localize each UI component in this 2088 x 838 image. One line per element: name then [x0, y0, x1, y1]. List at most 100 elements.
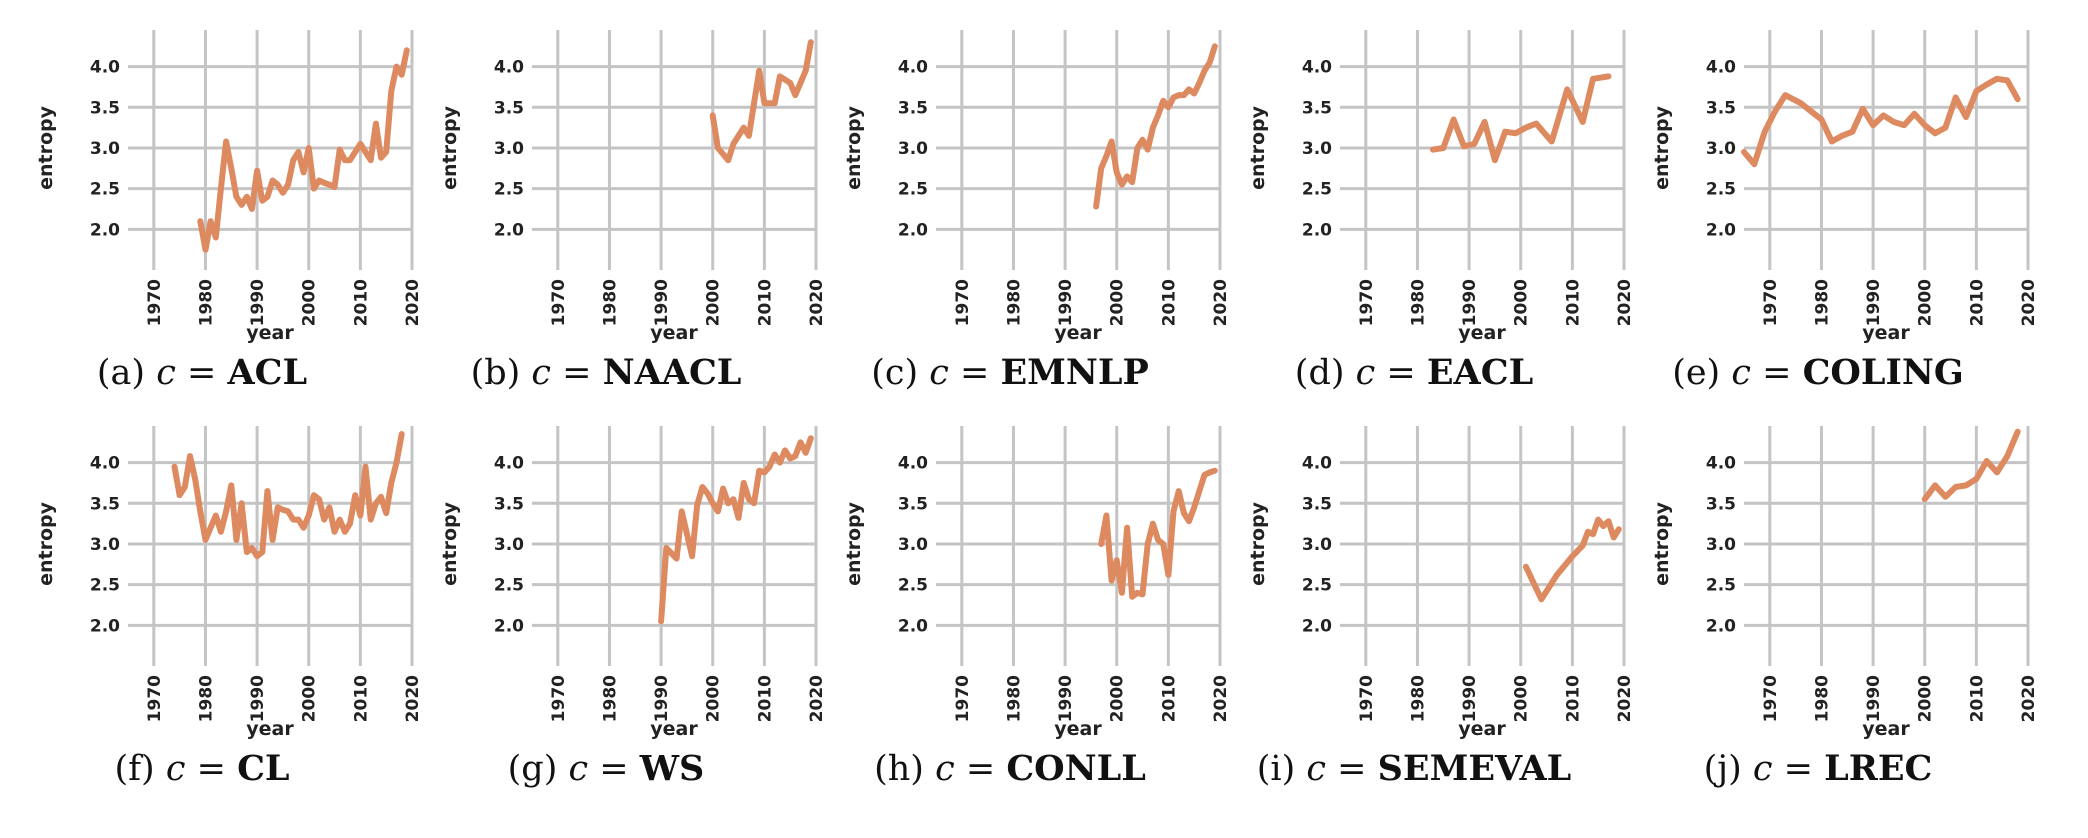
- x-axis-label: year: [1862, 322, 1910, 344]
- y-tick-label: 2.5: [1706, 576, 1736, 596]
- caption-conference: SEMEVAL: [1377, 748, 1572, 789]
- subplot-j: 1970 1980 1990 2000 2010 2020 2.0 2.5 3.0 3.5 4.0 y…: [1616, 396, 2039, 792]
- y-axis-label: entropy: [843, 105, 865, 190]
- caption-conference: ACL: [227, 352, 308, 393]
- x-tick-label: 1990: [1460, 279, 1480, 326]
- caption-equals: =: [965, 749, 996, 789]
- x-tick-label: 2020: [807, 279, 827, 326]
- x-tick-label: 1970: [145, 675, 165, 722]
- caption-conference: CONLL: [1006, 748, 1146, 789]
- subplot-f: 1970 1980 1990 2000 2010 2020 2.0 2.5 3.0 3.5 4.0 y…: [0, 396, 423, 792]
- x-tick-label: 1970: [549, 279, 569, 326]
- x-axis-label: year: [246, 322, 294, 344]
- x-tick-label: 2010: [1967, 279, 1987, 326]
- x-tick-label: 2020: [807, 675, 827, 722]
- y-tick-label: 2.0: [1706, 616, 1736, 636]
- series-line-j: [1921, 428, 2021, 503]
- series-line-e: [1741, 75, 2021, 168]
- x-tick-label: 1990: [1056, 279, 1076, 326]
- x-tick-label: 2010: [1563, 279, 1583, 326]
- x-tick-label: 2020: [403, 675, 423, 722]
- caption-conference: EACL: [1426, 352, 1534, 393]
- subplot-caption: (i) c = SEMEVAL: [1212, 748, 1616, 789]
- subplot-caption: (b) c = NAACL: [404, 352, 808, 393]
- y-axis-label: entropy: [439, 105, 461, 190]
- caption-equals: =: [960, 353, 990, 393]
- x-tick-label: 1970: [953, 279, 973, 326]
- x-tick-label: 1980: [1812, 675, 1832, 722]
- caption-variable: c: [1731, 353, 1751, 393]
- x-tick-label: 2020: [403, 279, 423, 326]
- subplot-e: 1970 1980 1990 2000 2010 2020 2.0 2.5 3.0 3.5 4.0 y…: [1616, 0, 2039, 396]
- line-chart-b: 1970 1980 1990 2000 2010 2020 2.0 2.5 3.0 3.5 4.0 y…: [439, 30, 827, 344]
- y-tick-label: 4.0: [898, 58, 928, 78]
- y-tick-label: 3.5: [90, 494, 120, 514]
- x-tick-label: 2020: [2019, 675, 2039, 722]
- y-tick-label: 2.5: [1706, 180, 1736, 200]
- line-chart-d: 1970 1980 1990 2000 2010 2020 2.0 2.5 3.0 3.5 4.0 y…: [1247, 30, 1635, 344]
- x-tick-label: 1980: [196, 675, 216, 722]
- y-tick-label: 2.5: [494, 576, 524, 596]
- subplot-caption: (f) c = CL: [0, 748, 404, 789]
- x-tick-label: 2020: [1615, 279, 1635, 326]
- line-chart-a: 1970 1980 1990 2000 2010 2020 2.0 2.5 3.0 3.5 4.0 y…: [35, 30, 423, 344]
- y-tick-label: 4.0: [494, 454, 524, 474]
- y-tick-label: 3.5: [898, 494, 928, 514]
- x-tick-label: 1970: [1357, 675, 1377, 722]
- y-tick-label: 2.5: [1302, 180, 1332, 200]
- caption-equals: =: [1762, 353, 1792, 393]
- series-line-f: [171, 431, 405, 560]
- series-line-i: [1522, 516, 1622, 603]
- y-axis-label: entropy: [35, 105, 57, 190]
- caption-conference: COLING: [1802, 352, 1964, 393]
- y-tick-label: 4.0: [1706, 454, 1736, 474]
- subplot-caption: (j) c = LREC: [1616, 748, 2020, 789]
- y-tick-label: 3.0: [1302, 535, 1332, 555]
- subplot-caption: (c) c = EMNLP: [808, 352, 1212, 393]
- x-tick-label: 2020: [1211, 675, 1231, 722]
- subplot-d: 1970 1980 1990 2000 2010 2020 2.0 2.5 3.0 3.5 4.0 y…: [1212, 0, 1635, 396]
- caption-variable: c: [1752, 749, 1773, 789]
- x-axis-label: year: [1458, 718, 1506, 740]
- series-line-d: [1429, 73, 1612, 164]
- x-tick-label: 1990: [1864, 675, 1884, 722]
- y-tick-label: 3.0: [90, 139, 120, 159]
- y-tick-label: 3.0: [898, 535, 928, 555]
- subplot-a: 1970 1980 1990 2000 2010 2020 2.0 2.5 3.0 3.5 4.0 y…: [0, 0, 423, 396]
- caption-label: (e): [1672, 353, 1721, 393]
- x-tick-label: 1990: [652, 279, 672, 326]
- subplot-h: 1970 1980 1990 2000 2010 2020 2.0 2.5 3.0 3.5 4.0 y…: [808, 396, 1231, 792]
- caption-variable: c: [1306, 749, 1327, 789]
- y-tick-label: 4.0: [1302, 58, 1332, 78]
- subplot-caption: (a) c = ACL: [0, 352, 404, 393]
- caption-variable: c: [1355, 353, 1376, 393]
- y-tick-label: 2.0: [1302, 220, 1332, 240]
- x-tick-label: 2000: [300, 279, 320, 326]
- y-axis-label: entropy: [35, 501, 57, 586]
- y-tick-label: 3.0: [90, 535, 120, 555]
- y-tick-label: 2.0: [90, 616, 120, 636]
- x-tick-label: 2000: [1916, 279, 1936, 326]
- x-axis-label: year: [1458, 322, 1506, 344]
- y-tick-label: 3.5: [494, 494, 524, 514]
- x-tick-label: 2000: [1512, 279, 1532, 326]
- x-axis-label: year: [1054, 322, 1102, 344]
- x-axis-label: year: [246, 718, 294, 740]
- subplot-i: 1970 1980 1990 2000 2010 2020 2.0 2.5 3.0 3.5 4.0 y…: [1212, 396, 1635, 792]
- x-tick-label: 1990: [248, 279, 268, 326]
- x-tick-label: 1980: [1812, 279, 1832, 326]
- caption-label: (h): [874, 749, 924, 789]
- y-tick-label: 3.0: [1302, 139, 1332, 159]
- y-tick-label: 2.0: [1706, 220, 1736, 240]
- series-line-h: [1098, 467, 1218, 600]
- x-tick-label: 2000: [704, 279, 724, 326]
- x-tick-label: 1980: [1004, 675, 1024, 722]
- y-tick-label: 2.0: [1302, 616, 1332, 636]
- y-tick-label: 2.5: [90, 180, 120, 200]
- line-chart-i: 1970 1980 1990 2000 2010 2020 2.0 2.5 3.0 3.5 4.0 y…: [1247, 426, 1635, 740]
- x-axis-label: year: [650, 718, 698, 740]
- caption-variable: c: [165, 749, 186, 789]
- y-tick-label: 3.0: [1706, 139, 1736, 159]
- x-tick-label: 1980: [196, 279, 216, 326]
